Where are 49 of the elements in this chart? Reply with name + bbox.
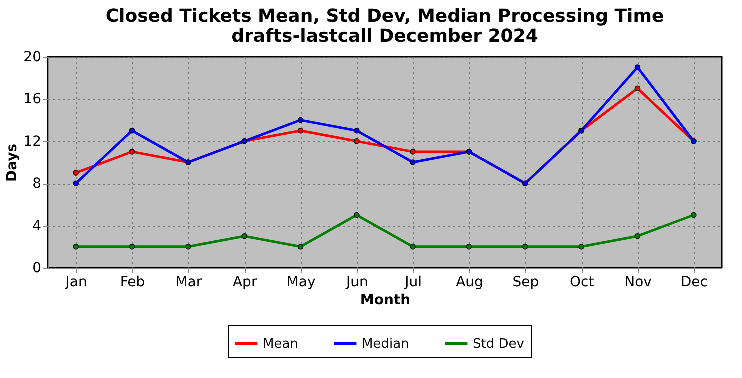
y-tick-label: 16 (24, 92, 42, 108)
chart-title: Closed Tickets Mean, Std Dev, Median Processing Time (106, 6, 664, 27)
point (73, 244, 79, 250)
legend-label: Mean (263, 336, 298, 352)
x-tick-label: May (286, 274, 316, 290)
y-tick-label: 0 (32, 260, 42, 276)
x-tick-label: Jun (345, 274, 368, 290)
point (186, 244, 192, 250)
x-tick-label: Aug (456, 274, 484, 290)
x-tick-label: Nov (624, 274, 652, 290)
point (242, 233, 248, 240)
point (410, 160, 416, 166)
x-tick-label: Apr (232, 274, 258, 290)
point (522, 244, 528, 250)
x-tick-label: Feb (120, 274, 146, 290)
point (298, 128, 304, 134)
point (634, 233, 641, 240)
point (298, 244, 304, 250)
point (129, 149, 136, 155)
legend-label: Std Dev (473, 336, 525, 352)
point (354, 128, 360, 134)
point (354, 138, 360, 144)
point (466, 244, 472, 250)
x-tick-label: Dec (680, 274, 708, 290)
point (410, 149, 416, 155)
point (73, 170, 79, 176)
x-tick-label: Jul (404, 274, 422, 290)
point (410, 244, 416, 250)
legend-label: Median (362, 336, 410, 352)
point (298, 117, 304, 124)
x-axis-title: Month (360, 292, 411, 308)
x-tick-label: Oct (570, 274, 595, 290)
point (129, 128, 136, 134)
y-tick-label: 4 (32, 218, 42, 234)
point (578, 244, 584, 250)
point (691, 212, 697, 218)
point (634, 64, 641, 70)
chart-subtitle: drafts-lastcall December 2024 (232, 26, 538, 47)
point (73, 180, 79, 186)
y-tick-label: 12 (24, 134, 42, 150)
y-tick-label: 8 (32, 176, 42, 192)
y-tick-label: 20 (24, 50, 42, 66)
x-tick-label: Jan (64, 274, 88, 290)
point (354, 212, 360, 218)
point (634, 86, 641, 92)
y-axis-title: Days (4, 144, 21, 182)
x-tick-label: Sep (512, 274, 540, 290)
point (129, 244, 136, 250)
x-tick-label: Mar (176, 274, 202, 290)
